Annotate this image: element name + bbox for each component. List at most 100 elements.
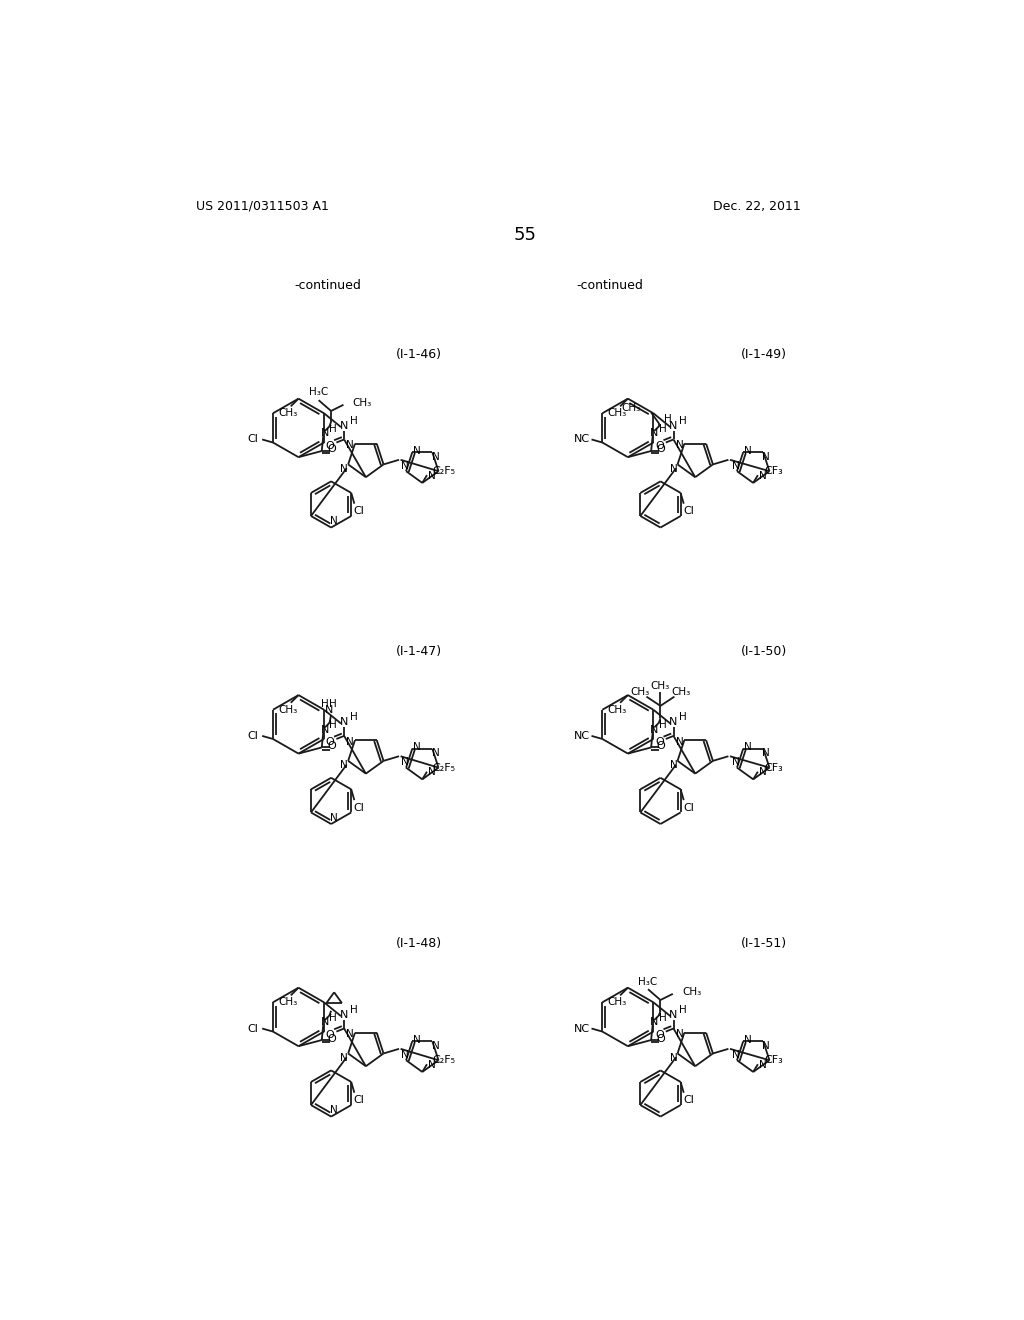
Text: -continued: -continued [577,279,643,292]
Text: N: N [650,1018,658,1027]
Text: CH₃: CH₃ [607,998,627,1007]
Text: N: N [763,451,770,462]
Text: N: N [340,1053,348,1063]
Text: CH₃: CH₃ [279,408,297,418]
Text: N: N [340,717,348,727]
Text: (I-1-48): (I-1-48) [395,937,441,950]
Text: N: N [340,1010,348,1019]
Text: N: N [670,717,678,727]
Text: N: N [744,1035,752,1044]
Text: N: N [731,1049,739,1060]
Text: N: N [670,465,678,474]
Text: N: N [321,725,329,735]
Text: N: N [321,428,329,438]
Text: N: N [760,471,767,480]
Text: US 2011/0311503 A1: US 2011/0311503 A1 [197,199,329,213]
Text: H: H [330,1012,337,1023]
Text: CH₃: CH₃ [352,399,372,408]
Text: Cl: Cl [248,434,258,445]
Text: N: N [676,1030,684,1039]
Text: N: N [670,1010,678,1019]
Text: O: O [328,741,336,751]
Text: N: N [346,1030,354,1039]
Text: CH₃: CH₃ [621,403,640,413]
Text: Cl: Cl [353,507,365,516]
Text: Cl: Cl [353,803,365,813]
Text: O: O [656,1034,666,1044]
Text: O: O [655,1030,664,1040]
Text: N: N [413,446,421,455]
Text: N: N [331,1105,338,1115]
Text: Dec. 22, 2011: Dec. 22, 2011 [713,199,801,213]
Text: CF₃: CF₃ [764,1056,782,1065]
Text: N: N [670,1053,678,1063]
Text: H: H [679,713,687,722]
Text: O: O [328,445,336,454]
Text: CF₃: CF₃ [764,763,782,772]
Text: N: N [346,441,354,450]
Text: H: H [658,1012,667,1023]
Text: (I-1-46): (I-1-46) [395,348,441,362]
Text: N: N [744,446,752,455]
Text: H: H [349,1005,357,1015]
Text: Cl: Cl [683,803,694,813]
Text: O: O [655,737,664,747]
Text: (I-1-47): (I-1-47) [395,644,441,657]
Text: H₃C: H₃C [309,388,329,397]
Text: N: N [670,760,678,771]
Text: O: O [655,441,664,450]
Text: N: N [340,760,348,771]
Text: N: N [400,758,409,767]
Text: Cl: Cl [683,507,694,516]
Text: H: H [679,1005,687,1015]
Text: N: N [321,1018,329,1027]
Text: N: N [760,1060,767,1069]
Text: N: N [760,767,767,777]
Text: H: H [658,721,667,730]
Text: N: N [431,1041,439,1051]
Text: H: H [329,700,337,709]
Text: C₂F₅: C₂F₅ [432,763,456,772]
Text: N: N [744,742,752,752]
Text: N: N [428,767,436,777]
Text: CH₃: CH₃ [279,705,297,714]
Text: O: O [326,1030,335,1040]
Text: N: N [413,1035,421,1044]
Text: N: N [400,1049,409,1060]
Text: H: H [330,424,337,434]
Text: C₂F₅: C₂F₅ [432,1056,456,1065]
Text: C₂F₅: C₂F₅ [432,466,456,477]
Text: CH₃: CH₃ [631,686,650,697]
Text: (I-1-49): (I-1-49) [740,348,786,362]
Text: N: N [731,758,739,767]
Text: Cl: Cl [248,1023,258,1034]
Text: N: N [650,428,658,438]
Text: N: N [731,461,739,471]
Text: CF₃: CF₃ [764,466,782,477]
Text: 55: 55 [513,227,537,244]
Text: H: H [679,416,687,426]
Text: O: O [326,441,335,450]
Text: N: N [331,813,338,822]
Text: CH₃: CH₃ [651,681,670,690]
Text: NC: NC [574,434,590,445]
Text: N: N [346,737,354,747]
Text: CH₃: CH₃ [682,987,701,998]
Text: H: H [349,416,357,426]
Text: N: N [326,705,334,715]
Text: N: N [400,461,409,471]
Text: O: O [656,741,666,751]
Text: N: N [413,742,421,752]
Text: Cl: Cl [683,1096,694,1105]
Text: H: H [330,721,337,730]
Text: N: N [428,471,436,480]
Text: NC: NC [574,1023,590,1034]
Text: N: N [431,451,439,462]
Text: N: N [670,421,678,430]
Text: H₃C: H₃C [638,977,657,986]
Text: N: N [650,725,658,735]
Text: H: H [658,424,667,434]
Text: CH₃: CH₃ [279,998,297,1007]
Text: H: H [349,713,357,722]
Text: N: N [428,1060,436,1069]
